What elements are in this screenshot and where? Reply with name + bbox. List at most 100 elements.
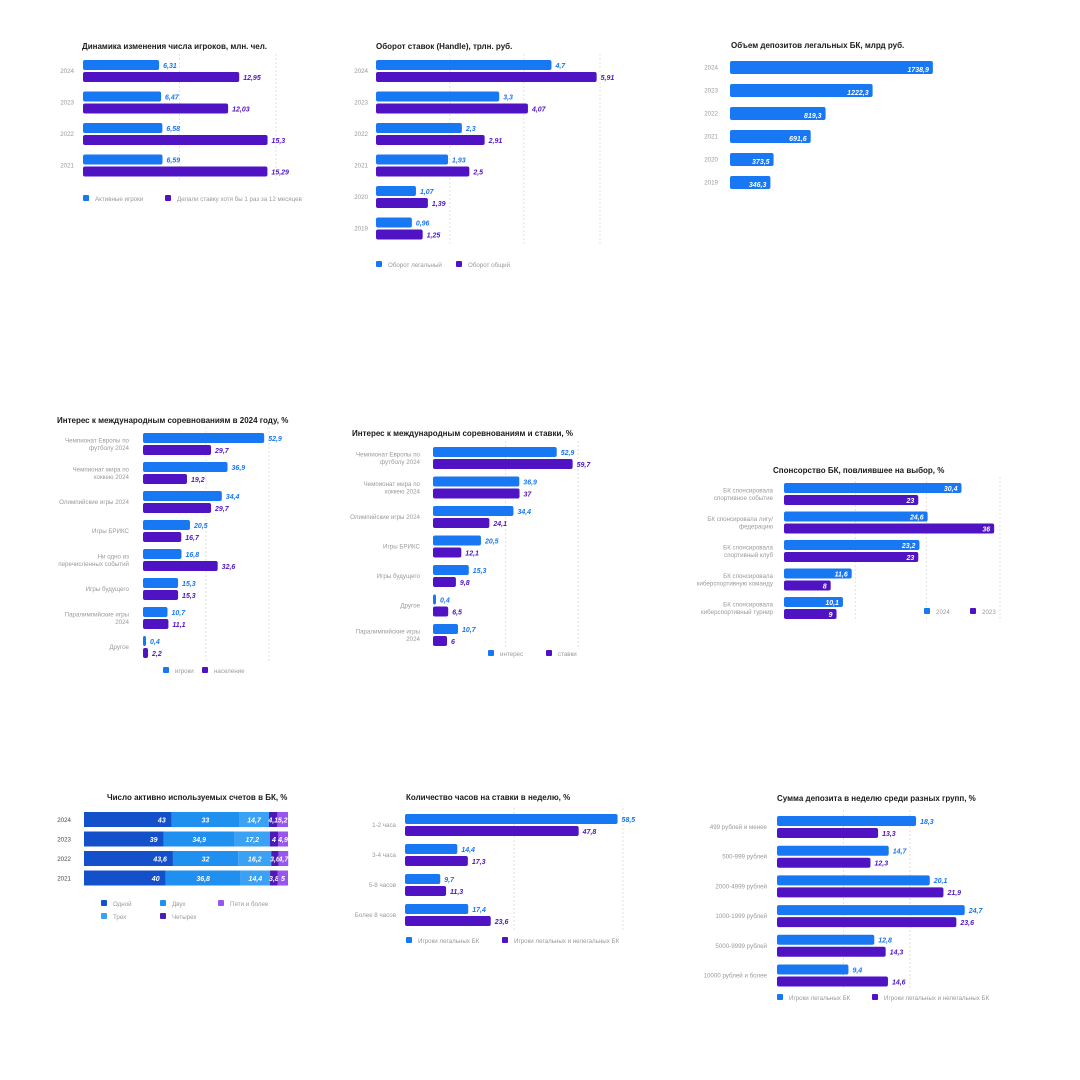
stacked-segment — [84, 812, 172, 827]
bar — [376, 166, 470, 177]
category-label: 1000-1999 рублей — [715, 913, 767, 920]
stacked-segment — [84, 831, 164, 847]
legend-swatch — [202, 667, 208, 673]
legend-swatch — [160, 900, 166, 906]
category-label: 2020 — [704, 157, 718, 164]
bar — [777, 976, 888, 987]
data-label: 691,6 — [789, 136, 807, 143]
category-label: 2019 — [704, 180, 718, 187]
legend-label: Активные игроки — [95, 196, 144, 203]
legend-label: Пяти и более — [230, 901, 269, 908]
legend-label: 2024 — [936, 609, 950, 616]
category-label: 2024 — [704, 65, 718, 72]
bar — [376, 198, 428, 208]
bar — [433, 506, 514, 516]
data-label: 12,3 — [874, 861, 888, 868]
stacked-segment — [277, 870, 288, 886]
category-label: Другое — [400, 603, 420, 610]
category-label: 2022 — [354, 131, 368, 138]
bar — [784, 597, 843, 607]
legend-label: Четырех — [172, 914, 197, 921]
bar — [777, 828, 879, 838]
category-label: Паралимпийские игры — [65, 611, 130, 618]
category-label: БК спонсировала — [723, 601, 773, 608]
data-label: 34,9 — [192, 837, 206, 844]
bar — [83, 60, 160, 70]
data-label: 18,3 — [920, 819, 934, 826]
bar — [83, 91, 162, 102]
data-label: 12,8 — [878, 938, 892, 945]
data-label: 9,7 — [444, 877, 455, 884]
category-label: 2024 — [60, 68, 74, 75]
category-label: 2021 — [57, 876, 71, 883]
data-label: 1738,9 — [907, 67, 929, 74]
stacked-segment — [238, 851, 272, 866]
data-label: 15,3 — [473, 568, 487, 575]
category-label: Чемпионат мира по — [364, 481, 421, 488]
bar — [777, 857, 871, 868]
data-label: 59,7 — [577, 462, 592, 469]
data-label: 24,1 — [492, 521, 507, 528]
legend-swatch — [160, 913, 166, 919]
bar — [405, 814, 618, 824]
data-label: 4,7 — [554, 63, 566, 70]
bar — [777, 887, 944, 898]
data-label: 6,59 — [166, 157, 180, 164]
data-label: 373,5 — [752, 159, 770, 166]
stacked-segment — [269, 831, 279, 847]
bar — [143, 578, 179, 588]
data-label: 36,8 — [196, 876, 210, 883]
data-label: 14,4 — [461, 847, 475, 854]
bar — [433, 565, 469, 575]
bar — [376, 217, 412, 228]
data-label: 23 — [905, 498, 914, 505]
data-label: 6,31 — [163, 63, 177, 70]
stacked-segment — [163, 831, 235, 847]
data-label: 6,5 — [452, 609, 462, 616]
data-label: 10,7 — [462, 627, 477, 634]
stacked-segment — [234, 831, 270, 847]
data-label: 4 — [271, 837, 276, 844]
category-label: 2024 — [354, 68, 368, 75]
data-label: 16,8 — [185, 552, 199, 559]
data-label: 15,3 — [182, 593, 196, 600]
bar — [405, 916, 491, 926]
bar — [730, 107, 826, 120]
stacked-segment — [84, 870, 166, 886]
bar — [405, 874, 441, 884]
bar — [433, 518, 490, 528]
data-label: 17,3 — [472, 859, 486, 866]
legend-label: Игроки легальных и нелегальных БК — [514, 938, 620, 945]
bar — [784, 511, 928, 522]
data-label: 21,9 — [946, 890, 961, 897]
stacked-segment — [165, 870, 241, 886]
stacked-segment — [240, 870, 271, 886]
legend-label: Игроки легальных и нелегальных БК — [884, 995, 990, 1002]
data-label: 4,7 — [278, 857, 290, 864]
data-label: 34,4 — [517, 509, 531, 516]
legend-swatch — [872, 994, 878, 1000]
data-label: 30,4 — [944, 486, 958, 493]
bar — [433, 577, 456, 587]
category-label: Чемпионат мира по — [73, 466, 130, 473]
data-label: 2,3 — [465, 126, 476, 133]
data-label: 6,58 — [166, 126, 180, 133]
category-label: БК спонсировала лигу/ — [707, 516, 773, 523]
category-label: 2021 — [704, 134, 718, 141]
legend-swatch — [376, 261, 382, 267]
bar — [433, 476, 520, 487]
bar — [376, 135, 485, 145]
category-label: 2023 — [704, 88, 718, 95]
chart-title: Объем депозитов легальных БК, млрд руб. — [731, 41, 905, 50]
bar — [143, 433, 265, 443]
bar — [433, 459, 573, 469]
bar — [376, 91, 500, 102]
chart-title: Число активно используемых счетов в БК, … — [107, 793, 288, 802]
bar — [730, 153, 774, 166]
category-label: 1-2 часа — [372, 822, 396, 829]
legend-label: Трех — [113, 914, 127, 921]
stacked-segment — [278, 851, 289, 866]
legend-label: Одной — [113, 901, 132, 908]
stacked-segment — [269, 812, 278, 827]
data-label: 0,4 — [150, 639, 160, 646]
